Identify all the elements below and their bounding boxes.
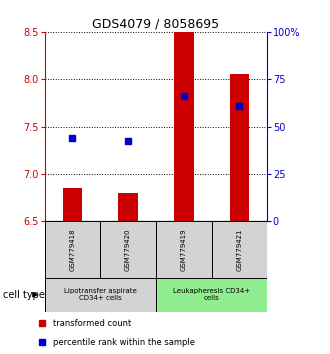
Bar (118, 193, 138, 221)
Text: Lipotransfer aspirate
CD34+ cells: Lipotransfer aspirate CD34+ cells (64, 288, 137, 301)
Bar (100, 221, 156, 278)
Text: transformed count: transformed count (53, 319, 132, 328)
Text: GSM779419: GSM779419 (181, 228, 187, 271)
Text: GSM779421: GSM779421 (237, 228, 243, 271)
Bar (156, 278, 267, 312)
Text: Leukapheresis CD34+
cells: Leukapheresis CD34+ cells (173, 288, 250, 301)
Bar (174, 32, 193, 221)
Text: GSM779418: GSM779418 (69, 228, 75, 271)
Bar (230, 74, 249, 221)
Bar (45, 221, 100, 278)
Bar (45, 278, 156, 312)
Text: GSM779420: GSM779420 (125, 228, 131, 271)
Bar (156, 221, 212, 278)
Text: cell type: cell type (3, 290, 45, 300)
Title: GDS4079 / 8058695: GDS4079 / 8058695 (92, 18, 219, 31)
Text: percentile rank within the sample: percentile rank within the sample (53, 338, 195, 347)
Bar (212, 221, 267, 278)
Bar (63, 188, 82, 221)
